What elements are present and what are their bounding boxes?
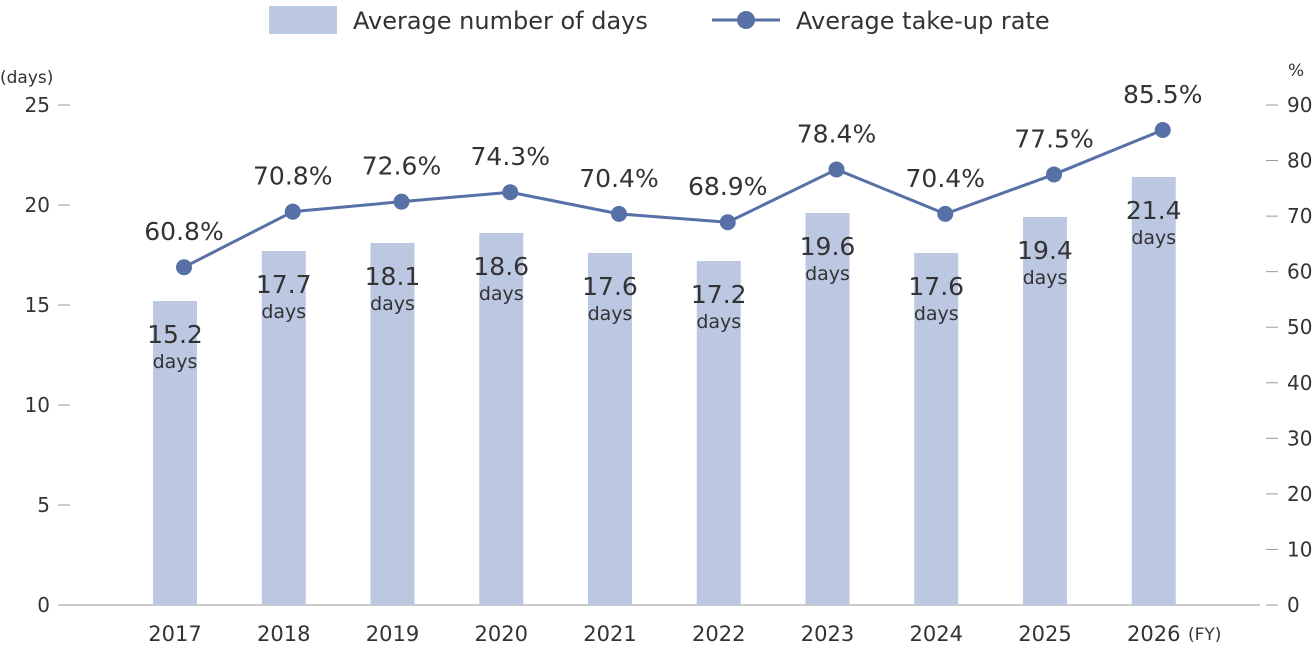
line-point [1154,122,1171,138]
bar-value-label: 18.6 [473,252,529,281]
line-point-label: 70.4% [906,164,985,193]
bar-unit-label: days [370,293,415,315]
line-point-label: 74.3% [471,142,550,171]
line-series: 60.8% 70.8% 72.6% 74.3% 70.4% 68.9% 78.4% 70.4%… [144,80,1202,276]
bar [370,243,415,605]
legend: Average number of days Average take-up r… [269,6,1050,35]
line-point [393,193,410,210]
right-axis-tick-label: 40 [1287,371,1312,395]
bar-unit-label: days [914,303,959,325]
line-point [176,259,192,276]
line-point-label: 77.5% [1014,124,1093,153]
line-point-label: 70.4% [579,164,658,193]
bar [914,253,959,605]
x-axis-label: 2025 [1018,622,1071,646]
bar-value-label: 19.6 [800,232,856,261]
right-axis-tick-label: 80 [1287,149,1312,173]
bar-unit-label: days [1131,227,1176,249]
bar-unit-label: days [479,283,524,305]
x-axis-labels: 2017 2018 2019 2020 2021 2022 2023 2024 2025 2026 [148,622,1180,646]
bar [261,251,306,605]
line-point-label: 70.8% [253,162,332,191]
bar-value-label: 17.6 [908,272,964,301]
left-axis-tick-label: 25 [25,93,50,117]
x-axis-unit: (FY) [1188,625,1221,645]
right-axis-tick-label: 20 [1287,482,1312,506]
x-axis-label: 2022 [692,622,745,646]
x-axis-label: 2024 [910,622,963,646]
left-axis-tick-label: 0 [37,593,50,617]
x-axis-label: 2017 [148,622,201,646]
bar-value-label: 17.7 [256,270,312,299]
bar-unit-label: days [588,303,633,325]
right-axis-tick-label: 10 [1287,537,1312,561]
legend-line-label: Average take-up rate [796,7,1050,35]
bar-value-label: 18.1 [365,262,421,291]
left-axis-tick-label: 15 [25,293,50,317]
line-point [284,203,301,220]
bar-unit-label: days [1023,267,1068,289]
x-axis-label: 2021 [583,622,636,646]
bar-value-label: 21.4 [1126,196,1182,225]
right-axis-tick-label: 50 [1287,315,1312,339]
line-point [1046,166,1062,183]
line-point [719,214,736,231]
line-point-label: 72.6% [362,152,441,181]
line-point-label: 78.4% [797,119,876,148]
line-point [611,205,627,222]
right-axis-tick-label: 0 [1287,593,1300,617]
bar [696,261,741,605]
x-axis-label: 2018 [257,622,310,646]
line-point [502,184,519,201]
legend-bar-label: Average number of days [353,7,648,35]
bar [588,253,632,605]
left-axis-tick-label: 10 [25,393,50,417]
bar [805,213,850,605]
legend-line-marker [737,11,755,29]
take-up-rate-line [183,128,1164,269]
right-axis-tick-label: 30 [1287,426,1312,450]
x-axis-label: 2020 [475,622,528,646]
right-axis-unit: % [1288,61,1304,81]
bar-unit-label: days [805,263,850,285]
left-axis-unit: (days) [0,68,53,88]
bar-value-label: 17.2 [691,280,747,309]
bar [479,233,524,605]
left-axis: 0 5 10 15 20 25 [25,93,70,617]
right-axis-tick-label: 90 [1287,93,1312,117]
bar-unit-label: days [153,351,198,373]
bar [153,301,197,605]
left-axis-tick-label: 5 [37,493,50,517]
x-axis-label: 2019 [366,622,419,646]
legend-bar-swatch [269,6,337,34]
x-axis-label: 2026 [1127,622,1180,646]
line-point [828,161,845,178]
left-axis-tick-label: 20 [25,193,50,217]
bar-unit-label: days [261,301,306,323]
right-axis: 0 10 20 30 40 50 60 70 80 90 [1266,93,1312,617]
line-point-label: 60.8% [144,217,223,246]
line-point [937,205,954,222]
line-point-label: 85.5% [1123,80,1202,109]
bar [1131,177,1176,605]
right-axis-tick-label: 70 [1287,204,1312,228]
bar-value-label: 19.4 [1017,236,1073,265]
bar [1023,217,1067,605]
bar-unit-label: days [696,311,741,333]
bar-value-label: 15.2 [147,320,203,349]
line-point-label: 68.9% [688,172,767,201]
x-axis-label: 2023 [801,622,854,646]
bar-value-label: 17.6 [582,272,638,301]
right-axis-tick-label: 60 [1287,260,1312,284]
